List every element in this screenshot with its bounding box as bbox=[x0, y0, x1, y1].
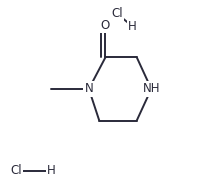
Text: H: H bbox=[128, 20, 137, 33]
Text: Cl: Cl bbox=[10, 164, 22, 177]
Text: H: H bbox=[47, 164, 56, 177]
Text: Cl: Cl bbox=[111, 7, 123, 20]
Text: NH: NH bbox=[143, 82, 160, 95]
Text: N: N bbox=[84, 82, 93, 95]
Text: O: O bbox=[101, 19, 110, 32]
